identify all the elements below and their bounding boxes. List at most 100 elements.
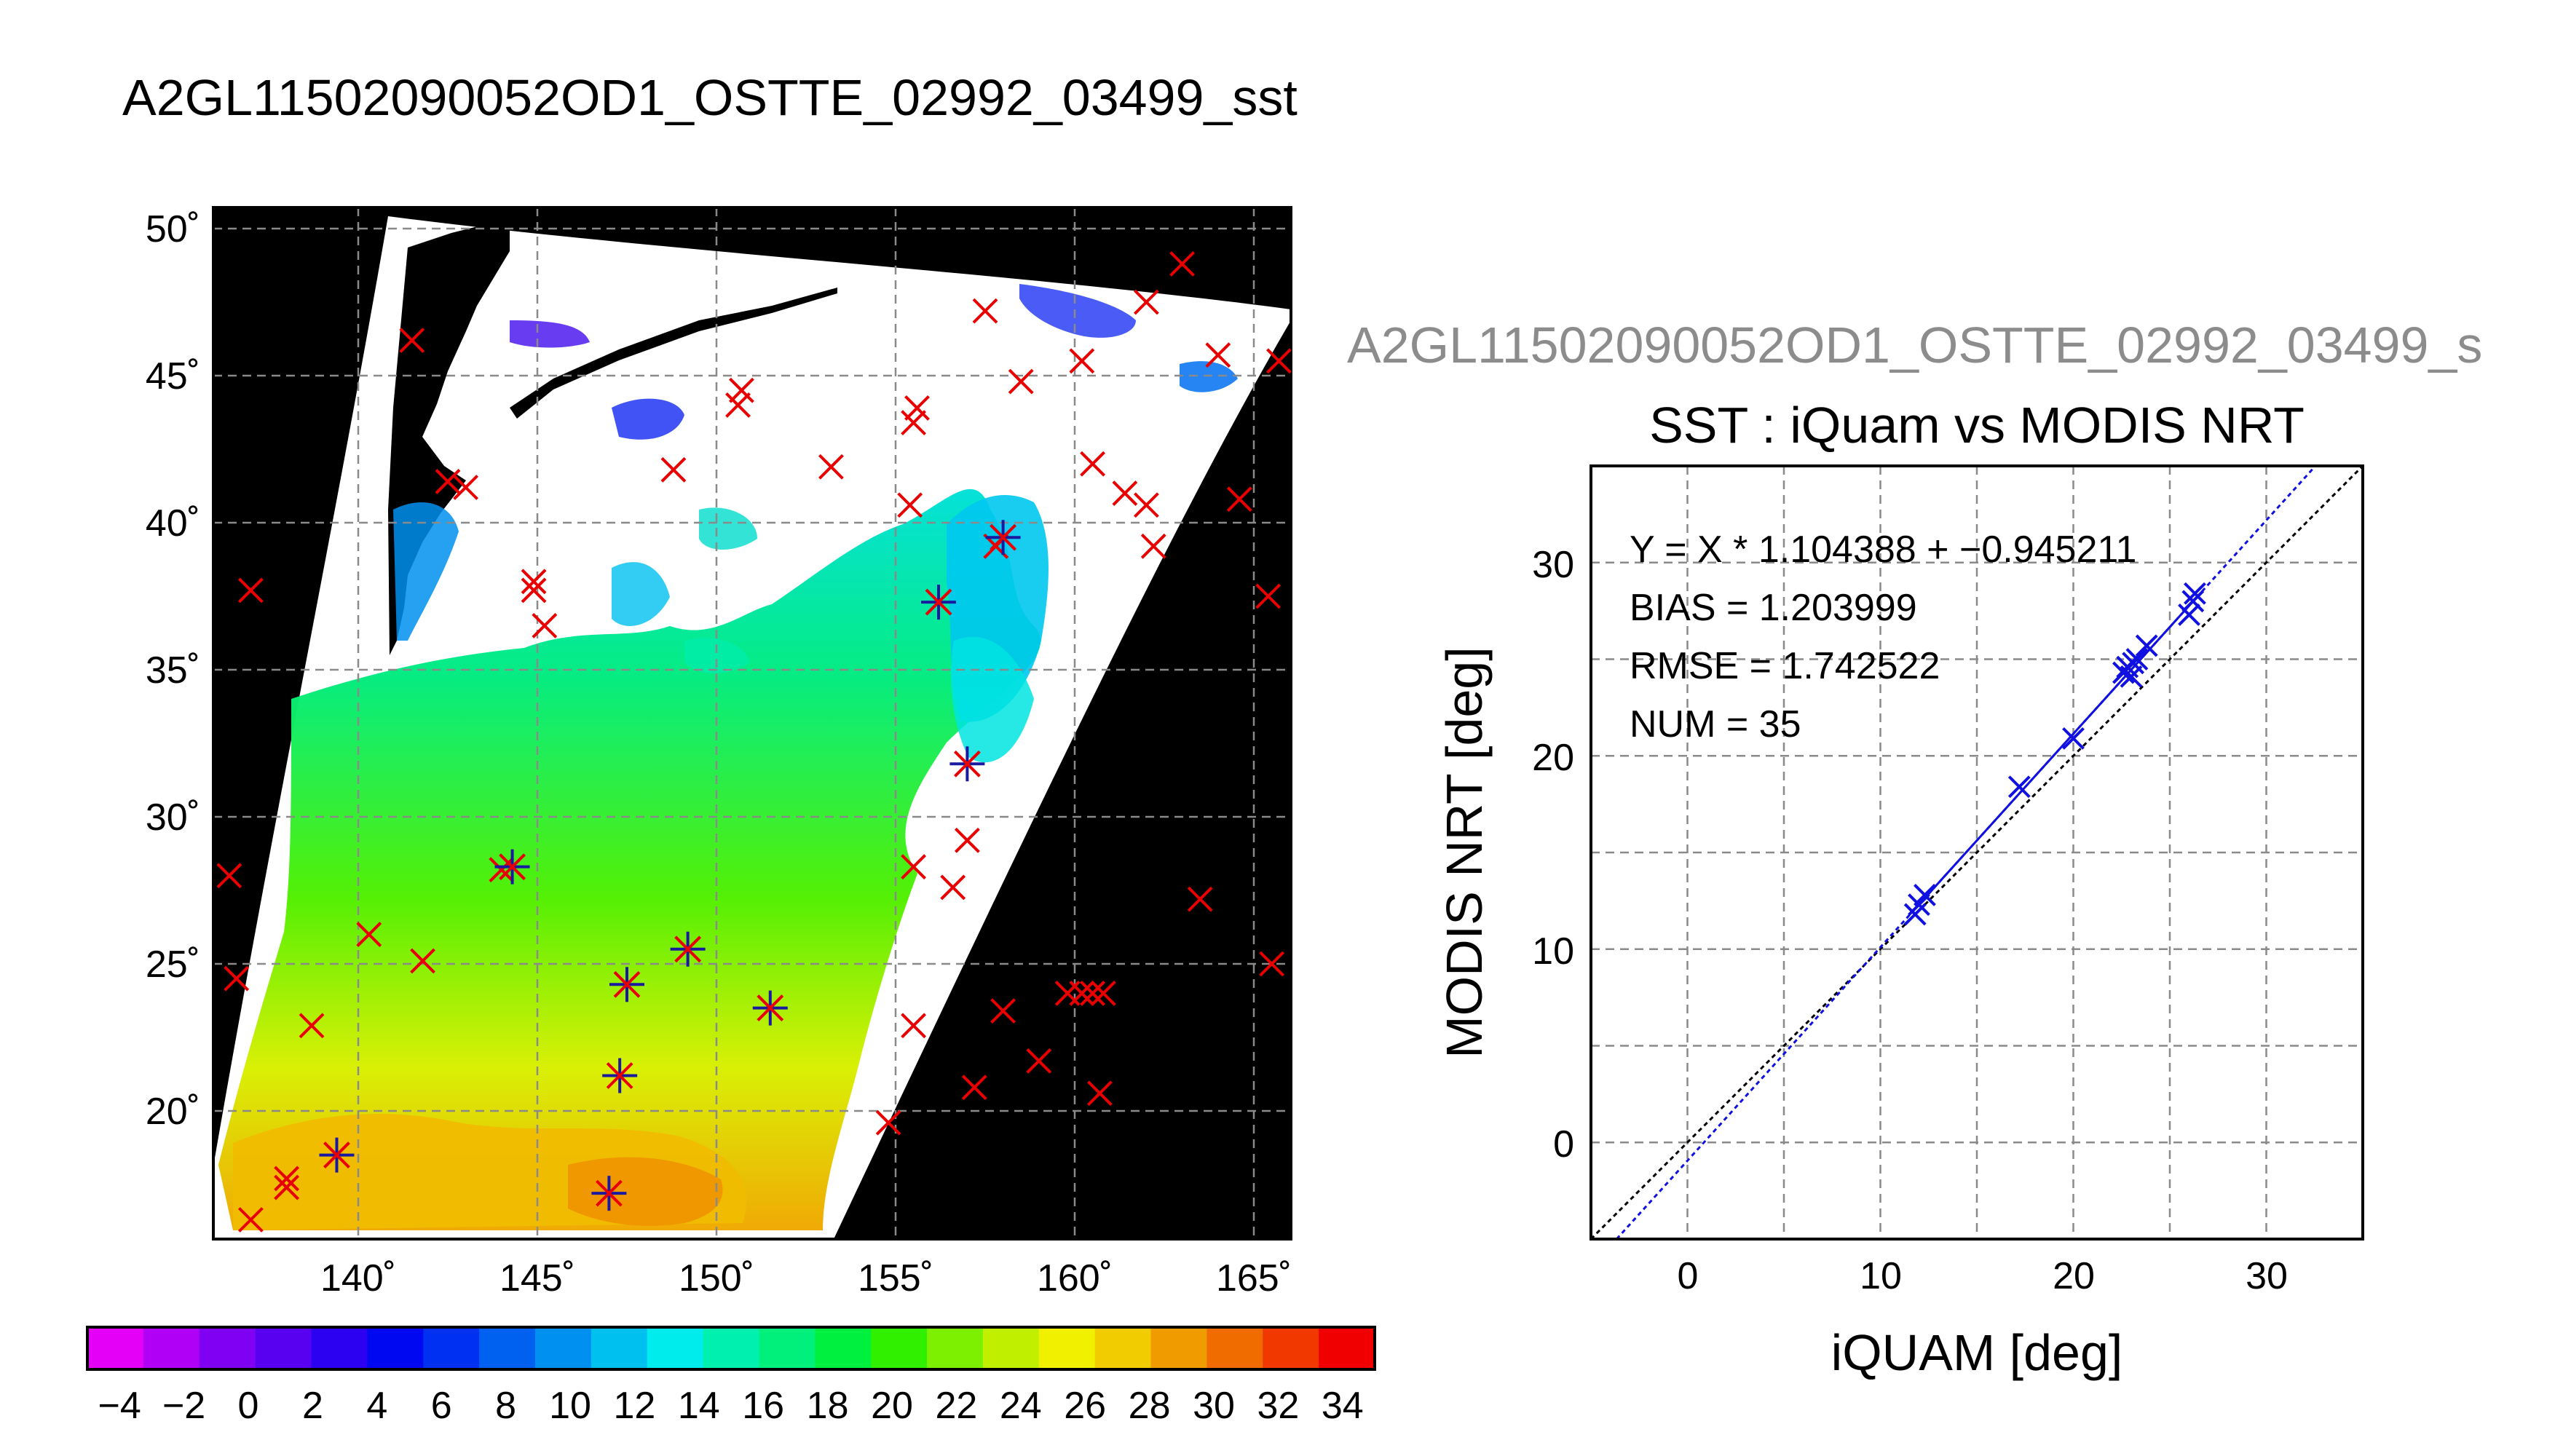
insitu-marker [237, 577, 264, 604]
colorbar-frame [86, 1326, 1376, 1371]
insitu-marker [1205, 342, 1231, 368]
lat-tick-50: 50˚ [146, 208, 200, 250]
colorbar-swatch [1094, 1327, 1152, 1369]
lat-tick-labels: 50˚ 45˚ 40˚ 35˚ 30˚ 25˚ 20˚ [146, 208, 200, 1133]
matchup-marker [602, 1058, 638, 1093]
insitu-marker [399, 328, 425, 353]
colorbar-label: −2 [162, 1385, 205, 1427]
lon-tick-150: 150˚ [679, 1257, 754, 1299]
insitu-marker [897, 492, 923, 518]
insitu-marker [1069, 980, 1095, 1006]
insitu-marker [1140, 533, 1166, 559]
colorbar-swatch [534, 1327, 592, 1369]
insitu-marker [521, 577, 547, 604]
scatter-grid [1591, 466, 2363, 1239]
colorbar-swatch [311, 1327, 368, 1369]
insitu-marker [1266, 348, 1292, 374]
colorbar-swatch [1263, 1327, 1320, 1369]
insitu-marker [1169, 251, 1196, 277]
scatter-point [1914, 883, 1936, 906]
insitu-marker [1255, 583, 1282, 609]
sst-retrievals [218, 284, 1238, 1230]
lon-tick-labels: 140˚ 145˚ 150˚ 155˚ 160˚ 165˚ [320, 1257, 1292, 1299]
scatter-point [2184, 582, 2206, 605]
map-frame [212, 206, 1292, 1241]
lat-tick-35: 35˚ [146, 649, 200, 692]
scatter-y-label: MODIS NRT [deg] [1436, 646, 1493, 1058]
colorbar-swatch [199, 1327, 256, 1369]
scatter-x-label: iQUAM [deg] [1831, 1324, 2123, 1381]
colorbar-label: 22 [935, 1385, 977, 1427]
scatter-points [1903, 582, 2206, 926]
insitu-marker [1026, 1048, 1052, 1074]
colorbar-label: 28 [1129, 1385, 1171, 1427]
scatter-stats: Y = X * 1.104388 + −0.945211 BIAS = 1.20… [1630, 529, 2136, 745]
matchup-marker [494, 849, 530, 885]
scatter-x-ticks: 0 10 20 30 [1678, 1255, 2288, 1297]
lat-tick-40: 40˚ [146, 502, 200, 545]
y-tick-30: 30 [1532, 544, 1574, 586]
insitu-marker [216, 863, 242, 889]
lon-tick-165: 165˚ [1216, 1257, 1292, 1299]
y-tick-20: 20 [1532, 737, 1574, 779]
colorbar-label: 16 [742, 1385, 784, 1427]
colorbar-label: 10 [549, 1385, 591, 1427]
colorbar-swatch [982, 1327, 1040, 1369]
figure-title: A2GL11502090052OD1_OSTTE_02992_03499_sst [122, 69, 1298, 126]
colorbar-label: 20 [871, 1385, 913, 1427]
insitu-marker [237, 1207, 264, 1233]
insitu-marker [901, 1013, 927, 1039]
y-tick-0: 0 [1553, 1123, 1574, 1166]
insitu-marker [1087, 1080, 1113, 1107]
insitu-marker [901, 410, 927, 436]
insitu-marker [1090, 980, 1116, 1006]
colorbar-swatch [87, 1327, 144, 1369]
colorbar-swatch [479, 1327, 536, 1369]
matchup-marker [591, 1176, 627, 1211]
colorbar-label: 18 [807, 1385, 849, 1427]
insitu-marker [453, 475, 479, 500]
colorbar-label: 34 [1322, 1385, 1364, 1427]
insitu-marker [904, 395, 930, 421]
insitu-marker [729, 377, 754, 403]
insitu-marker [1080, 980, 1106, 1006]
stat-num: NUM = 35 [1630, 703, 1801, 745]
insitu-marker [410, 948, 435, 974]
insitu-marker [1133, 492, 1159, 518]
lon-tick-140: 140˚ [320, 1257, 396, 1299]
insitu-marker [660, 456, 687, 483]
colorbar-swatch [423, 1327, 481, 1369]
matchup-marker [609, 967, 644, 1002]
scatter-point [2178, 604, 2200, 626]
colorbar-swatch [927, 1327, 984, 1369]
insitu-marker [875, 1109, 901, 1136]
insitu-marker [521, 569, 547, 595]
insitu-marker [274, 1166, 300, 1192]
x-tick-0: 0 [1678, 1255, 1699, 1297]
matchup-marker [921, 585, 957, 620]
insitu-marker [901, 854, 927, 880]
colorbar-swatch [143, 1327, 200, 1369]
matchup-marker [949, 746, 985, 782]
insitu-marker [1008, 368, 1034, 395]
insitu-marker [356, 922, 382, 948]
colorbar-label: 26 [1064, 1385, 1106, 1427]
lon-tick-160: 160˚ [1037, 1257, 1113, 1299]
map-panel: 140˚ 145˚ 150˚ 155˚ 160˚ 165˚ 50˚ 45˚ 40… [146, 206, 1292, 1299]
stat-fit-equation: Y = X * 1.104388 + −0.945211 [1630, 529, 2136, 571]
x-tick-10: 10 [1860, 1255, 1902, 1297]
lon-tick-155: 155˚ [858, 1257, 933, 1299]
colorbar-swatch [815, 1327, 872, 1369]
scatter-point [2135, 634, 2158, 657]
insitu-marker [990, 998, 1016, 1024]
insitu-marker [1259, 951, 1285, 977]
scatter-point [2181, 590, 2205, 613]
matchup-marker [985, 520, 1021, 555]
colorbar-swatches [87, 1327, 1375, 1369]
insitu-marker [1069, 348, 1095, 374]
y-tick-10: 10 [1532, 930, 1574, 973]
insitu-marker [299, 1013, 325, 1039]
colorbar-label: 30 [1193, 1385, 1235, 1427]
scatter-frame [1590, 464, 2364, 1241]
insitu-marker [532, 612, 558, 638]
